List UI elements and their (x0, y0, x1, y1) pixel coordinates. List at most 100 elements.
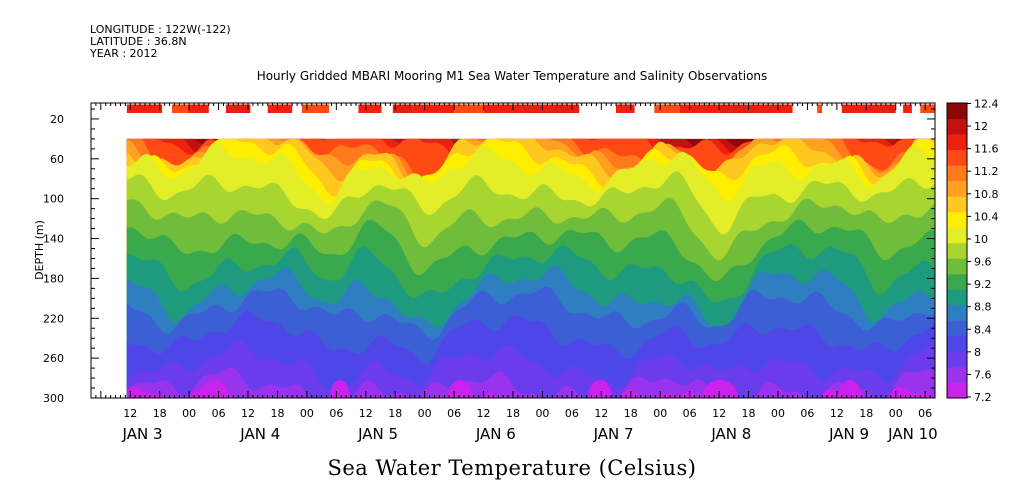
x-tick-label: 12 (830, 407, 844, 420)
x-tick-label: 06 (800, 407, 814, 420)
colorbar-swatch (947, 211, 967, 228)
cold-patch (702, 380, 738, 398)
x-date-label: JAN 9 (828, 425, 869, 443)
x-tick-label: 00 (182, 407, 196, 420)
variable-label: Sea Water Temperature (Celsius) (327, 456, 696, 480)
y-tick-label: 60 (50, 153, 64, 166)
surface-segment (392, 104, 413, 113)
surface-segment (187, 104, 209, 113)
x-tick-label: 12 (241, 407, 255, 420)
colorbar-tick-label: 7.6 (974, 368, 992, 381)
cold-patch (330, 380, 350, 398)
x-tick-label: 18 (506, 407, 520, 420)
colorbar-swatch (947, 180, 967, 197)
colorbar-swatch (947, 366, 967, 383)
x-tick-label: 00 (771, 407, 785, 420)
x-tick-label: 06 (565, 407, 579, 420)
x-tick-label: 18 (153, 407, 167, 420)
colorbar-swatch (947, 118, 967, 135)
cold-patch (588, 380, 612, 398)
surface-sensor-band (126, 104, 935, 113)
surface-segment (267, 104, 293, 113)
y-tick-label: 260 (43, 352, 64, 365)
x-tick-label: 00 (889, 407, 903, 420)
surface-segment (412, 104, 455, 113)
x-tick-label: 00 (535, 407, 549, 420)
y-tick-label: 20 (50, 113, 64, 126)
y-tick-label: 300 (43, 392, 64, 405)
colorbar-tick-label: 7.2 (974, 391, 992, 404)
colorbar-swatch (947, 196, 967, 213)
x-date-label: JAN 10 (887, 425, 938, 443)
colorbar: 7.2 7.6 8 8.4 8.8 9.2 9.6 10 10.4 10.8 11.2 11.6 12 1… (946, 97, 999, 404)
colorbar-swatch (947, 304, 967, 321)
surface-segment (920, 104, 935, 113)
x-tick-label: 18 (624, 407, 638, 420)
x-tick-label: 06 (212, 407, 226, 420)
colorbar-tick-label: 11.2 (974, 165, 999, 178)
x-tick-label: 00 (653, 407, 667, 420)
colorbar-swatch (947, 242, 967, 259)
x-tick-label: 18 (859, 407, 873, 420)
x-tick-label: 00 (418, 407, 432, 420)
surface-segment (172, 104, 188, 113)
y-tick-label: 140 (43, 233, 64, 246)
y-axis-label: DEPTH (m) (33, 220, 46, 280)
colorbar-swatch (947, 165, 967, 182)
x-tick-label: 18 (742, 407, 756, 420)
cold-patch (838, 380, 862, 398)
colorbar-tick-label: 12 (974, 120, 988, 133)
temperature-band (126, 339, 935, 398)
colorbar-tick-label: 11.6 (974, 143, 999, 156)
surface-segment (679, 104, 720, 113)
cold-patch (201, 380, 229, 398)
colorbar-swatch (947, 258, 967, 275)
surface-segment (358, 104, 382, 113)
colorbar-swatch (947, 320, 967, 337)
colorbar-frame (946, 102, 968, 399)
x-tick-label: 12 (359, 407, 373, 420)
surface-segment (654, 104, 680, 113)
location-info: LONGITUDE : 122W(-122) LATITUDE : 36.8N … (90, 24, 231, 60)
surface-segment (483, 104, 523, 113)
x-tick-label: 06 (447, 407, 461, 420)
colorbar-swatch (947, 149, 967, 166)
x-tick-label: 06 (329, 407, 343, 420)
chart-title: Hourly Gridded MBARI Mooring M1 Sea Wate… (257, 69, 768, 83)
year-text: YEAR : 2012 (90, 47, 158, 60)
x-tick-label: 18 (388, 407, 402, 420)
x-date-label: JAN 3 (122, 425, 163, 443)
colorbar-swatch (947, 351, 967, 368)
colorbar-swatch (947, 382, 967, 399)
x-tick-label: 06 (683, 407, 697, 420)
surface-segment (817, 104, 823, 113)
colorbar-tick-label: 10.4 (974, 210, 999, 223)
colorbar-swatch (947, 289, 967, 306)
surface-segment (881, 104, 896, 113)
colorbar-tick-label: 12.4 (974, 97, 999, 110)
colorbar-swatch (947, 103, 967, 119)
colorbar-tick-label: 8.8 (974, 301, 992, 314)
x-tick-label: 06 (918, 407, 932, 420)
surface-segment (522, 104, 580, 113)
latitude-text: LATITUDE : 36.8N (90, 35, 187, 48)
colorbar-tick-label: 10 (974, 233, 988, 246)
y-tick-label: 180 (43, 272, 64, 285)
x-date-label: JAN 4 (239, 425, 280, 443)
x-tick-label: 12 (123, 407, 137, 420)
surface-segment (719, 104, 759, 113)
colorbar-tick-label: 10.8 (974, 188, 999, 201)
surface-segment (126, 104, 163, 113)
surface-segment (454, 104, 484, 113)
x-date-label: JAN 5 (357, 425, 398, 443)
x-tick-label: 00 (300, 407, 314, 420)
colorbar-swatch (947, 227, 967, 244)
x-date-label: JAN 7 (593, 425, 634, 443)
x-date-label: JAN 8 (710, 425, 751, 443)
colorbar-tick-label: 8.4 (974, 323, 992, 336)
x-tick-label: 12 (477, 407, 491, 420)
surface-segment (225, 104, 251, 113)
x-axis: 12 18 00 06 12 18 00 06 12 18 00 06 12 18 00 06 12 18 00 06… (95, 103, 938, 443)
surface-segment (758, 104, 793, 113)
